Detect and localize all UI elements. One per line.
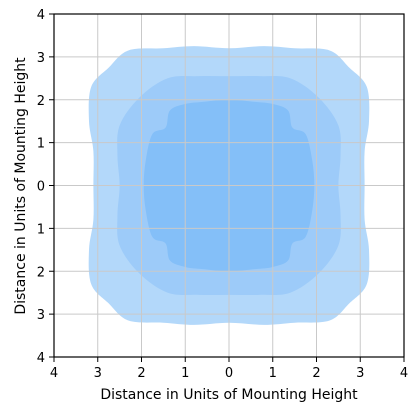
y-tick-label: 4 [37, 351, 45, 366]
x-tick-label: 0 [225, 366, 233, 381]
x-tick-label: 3 [356, 366, 364, 381]
y-axis-label: Distance in Units of Mounting Height [13, 57, 29, 315]
y-tick-label: 0 [37, 180, 45, 195]
x-tick-label: 3 [94, 366, 102, 381]
x-axis-label: Distance in Units of Mounting Height [100, 387, 358, 403]
x-tick-label: 2 [312, 366, 320, 381]
x-tick-label: 4 [50, 366, 58, 381]
x-tick-label: 2 [137, 366, 145, 381]
grid-lines [54, 14, 404, 357]
y-tick-label: 3 [37, 51, 45, 66]
x-tick-label: 1 [269, 366, 277, 381]
x-tick-label: 1 [181, 366, 189, 381]
y-tick-label: 1 [37, 137, 45, 152]
y-tick-label: 1 [37, 222, 45, 237]
y-tick-label: 2 [37, 94, 45, 109]
y-tick-label: 3 [37, 308, 45, 323]
y-tick-label: 2 [37, 265, 45, 280]
x-tick-label: 4 [400, 366, 408, 381]
y-tick-label: 4 [37, 8, 45, 23]
